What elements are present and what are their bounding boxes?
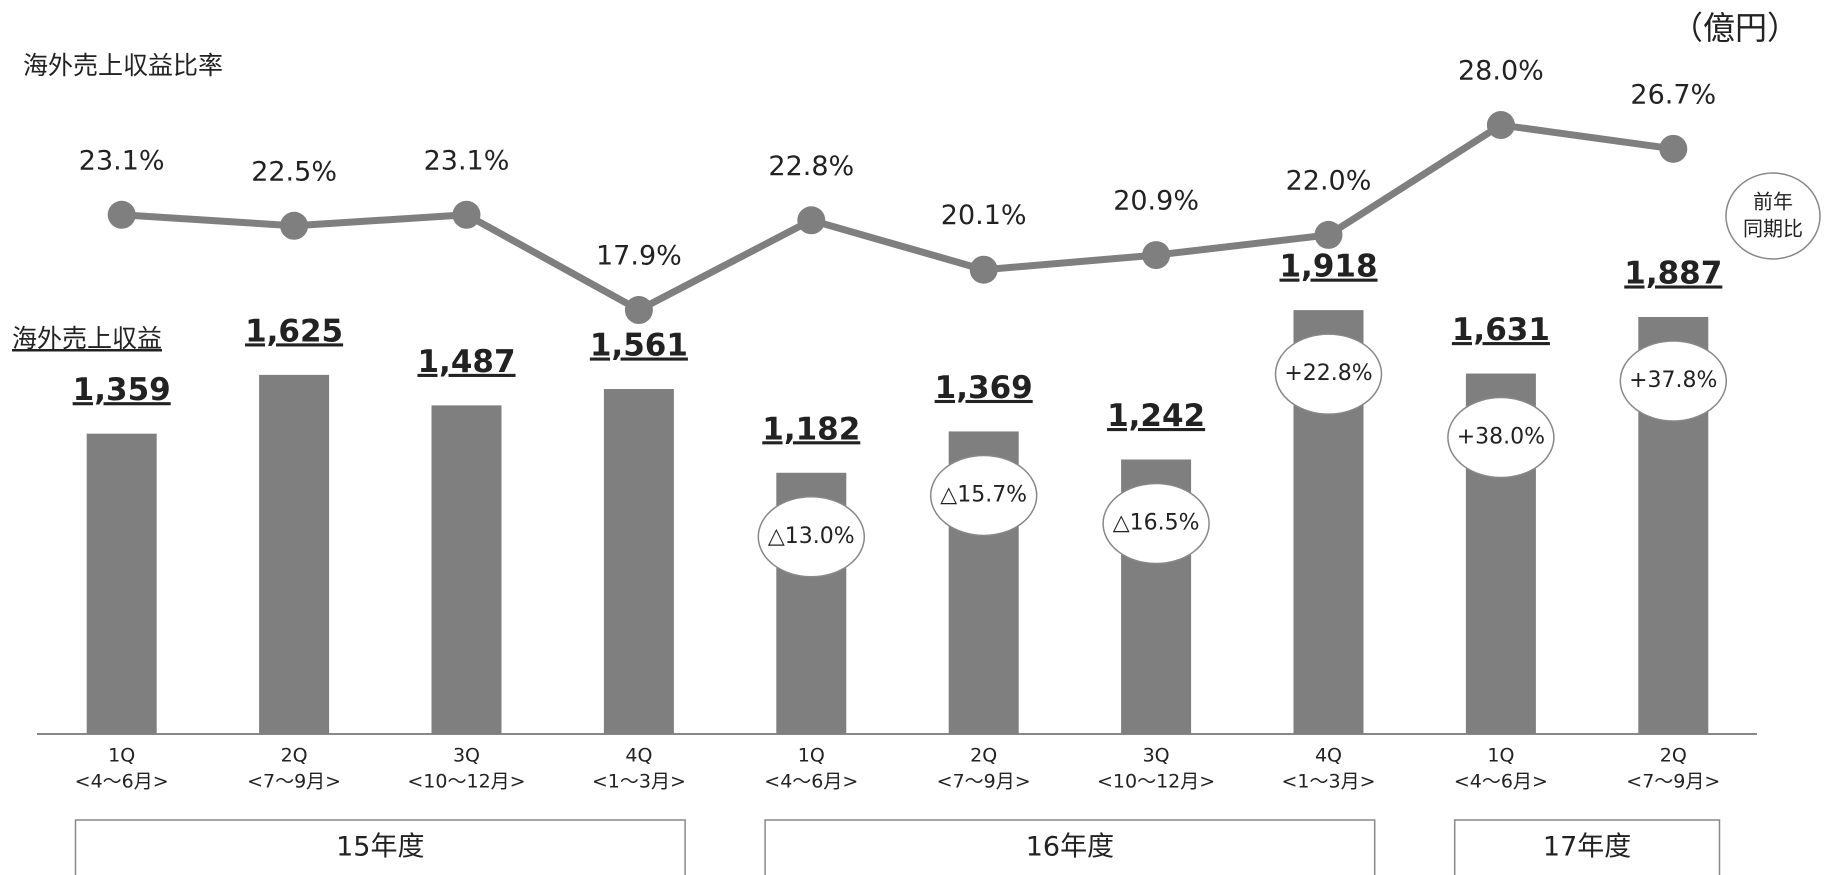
line-point: [107, 200, 136, 229]
x-period-label: <7～9月>: [937, 771, 1031, 793]
bar-series-label: 海外売上収益: [12, 324, 162, 353]
bar-value-label: 1,561: [590, 328, 688, 364]
x-period-label: <10～12月>: [407, 771, 525, 793]
x-tick-label: 3Q: [1143, 745, 1170, 767]
x-period-label: <7～9月>: [1626, 771, 1720, 793]
group-box: [74, 819, 686, 875]
line-point: [280, 211, 309, 240]
line-point: [969, 255, 998, 284]
line-value-label: 26.7%: [1630, 79, 1716, 110]
bar-value-label: 1,625: [245, 313, 343, 349]
growth-ellipse: [929, 454, 1038, 537]
growth-label: △13.0%: [768, 524, 855, 549]
group-label: 16年度: [1026, 832, 1114, 863]
x-tick-label: 4Q: [625, 745, 652, 767]
bar-value-label: 1,369: [935, 370, 1033, 406]
group-box: [764, 819, 1376, 875]
bar-value-label: 1,887: [1624, 255, 1722, 291]
x-tick-label: 2Q: [1660, 745, 1687, 767]
line-value-label: 23.1%: [424, 145, 510, 176]
growth-label: △16.5%: [1113, 511, 1200, 536]
line-point: [452, 200, 481, 229]
growth-ellipse: [1619, 340, 1728, 422]
growth-label: △15.7%: [940, 482, 1027, 507]
bar-value-label: 1,918: [1279, 249, 1377, 285]
growth-label: +38.0%: [1457, 425, 1545, 450]
growth-legend-label: 前年: [1753, 190, 1793, 214]
line-point: [1142, 241, 1171, 270]
growth-ellipse: [1102, 482, 1210, 565]
bar: [259, 374, 330, 734]
bar-value-label: 1,631: [1452, 312, 1550, 348]
growth-ellipse: [1274, 333, 1383, 415]
x-period-label: <1～3月>: [1281, 771, 1375, 793]
line-value-label: 23.1%: [79, 145, 165, 176]
x-tick-label: 2Q: [970, 745, 997, 767]
growth-ellipse: [757, 496, 866, 578]
x-period-label: <4～6月>: [1454, 771, 1548, 793]
line-point: [1659, 134, 1688, 163]
line-value-label: 20.1%: [941, 200, 1027, 231]
bar-value-label: 1,487: [417, 344, 515, 380]
x-tick-label: 1Q: [798, 745, 825, 767]
x-tick-label: 4Q: [1315, 745, 1342, 767]
line: [121, 121, 1674, 314]
bar: [431, 405, 502, 734]
x-tick-label: 1Q: [1487, 745, 1514, 767]
line-point: [1486, 111, 1515, 140]
x-tick-label: 2Q: [281, 745, 308, 767]
line-value-label: 17.9%: [596, 241, 682, 272]
line-point: [624, 296, 653, 325]
group-label: 15年度: [336, 832, 424, 863]
x-period-label: <7～9月>: [247, 771, 341, 793]
x-period-label: <4～6月>: [764, 771, 858, 793]
growth-legend-ellipse: [1725, 172, 1821, 260]
group-box: [1453, 819, 1721, 875]
bar: [603, 389, 674, 734]
line-value-label: 22.0%: [1286, 165, 1372, 196]
bar-value-label: 1,242: [1107, 398, 1205, 434]
x-period-label: <10～12月>: [1097, 771, 1215, 793]
x-tick-label: 1Q: [108, 745, 135, 767]
bar-value-label: 1,359: [73, 372, 171, 408]
line-series-label: 海外売上収益比率: [23, 51, 223, 80]
growth-label: +22.8%: [1284, 361, 1372, 386]
growth-ellipse: [1447, 396, 1555, 479]
bar-value-label: 1,182: [762, 411, 860, 447]
line-value-label: 22.8%: [768, 151, 854, 182]
group-label: 17年度: [1543, 832, 1631, 863]
bar: [86, 433, 157, 734]
x-period-label: <4～6月>: [75, 771, 169, 793]
growth-legend-label: 同期比: [1743, 217, 1803, 241]
unit-label: （億円）: [1671, 9, 1799, 47]
line-value-label: 20.9%: [1113, 186, 1199, 217]
line-point: [1314, 220, 1343, 249]
line-value-label: 22.5%: [251, 156, 337, 187]
growth-label: +37.8%: [1629, 368, 1717, 393]
line-value-label: 28.0%: [1458, 56, 1544, 87]
x-period-label: <1～3月>: [592, 771, 686, 793]
line-point: [797, 206, 826, 235]
x-tick-label: 3Q: [453, 745, 480, 767]
